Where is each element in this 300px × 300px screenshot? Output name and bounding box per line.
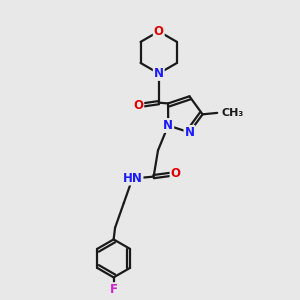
Text: HN: HN	[123, 172, 142, 184]
Text: O: O	[154, 25, 164, 38]
Text: F: F	[110, 283, 118, 296]
Text: N: N	[154, 67, 164, 80]
Text: O: O	[133, 99, 143, 112]
Text: CH₃: CH₃	[222, 108, 244, 118]
Text: N: N	[184, 126, 194, 139]
Text: O: O	[170, 167, 181, 180]
Text: N: N	[163, 119, 173, 132]
